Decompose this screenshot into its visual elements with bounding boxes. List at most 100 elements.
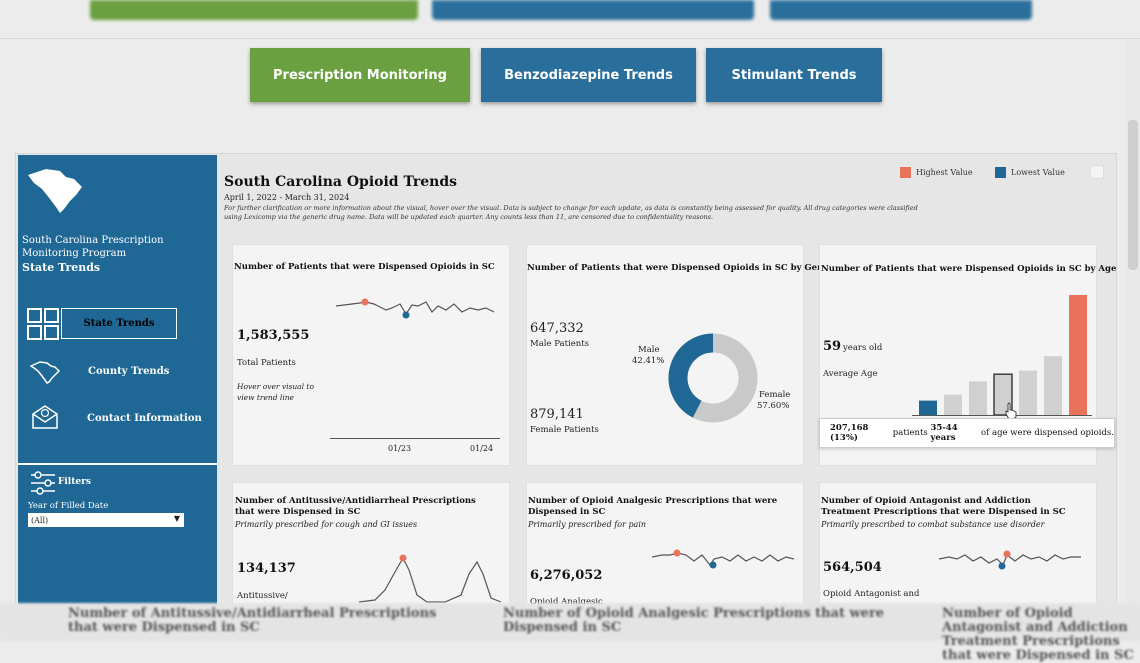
antagonist-value: 564,504	[823, 560, 882, 575]
analgesic-label: Opioid Analgesic	[530, 597, 603, 607]
trend-hint: Hover over visual to view trend line	[237, 382, 314, 402]
age-bar[interactable]	[969, 381, 987, 415]
date-range: April 1, 2022 - March 31, 2024	[224, 193, 350, 202]
year-filter-label: Year of Filled Date	[28, 501, 109, 511]
total-patients-label: Total Patients	[237, 358, 296, 368]
female-patients-value: 879,141	[530, 407, 584, 422]
program-name-line1: South Carolina Prescription	[22, 235, 164, 246]
antitussive-highest-marker	[399, 554, 407, 562]
average-age-value: 59	[823, 339, 842, 354]
legend-highest: Highest Value	[900, 167, 973, 178]
antitussive-sparkline[interactable]	[355, 550, 505, 605]
benzodiazepine-trends-button[interactable]: Benzodiazepine Trends	[481, 48, 696, 102]
card-analgesic-subtitle: Primarily prescribed for pain	[528, 520, 647, 529]
card-gender[interactable]	[526, 244, 804, 466]
blurred-top-button-1	[90, 0, 418, 20]
axis-line	[330, 438, 500, 439]
donut-female-label: Female	[759, 390, 791, 400]
blurred-top-button-2	[432, 0, 754, 20]
card-antagonist[interactable]	[819, 482, 1097, 609]
highest-swatch	[900, 167, 911, 178]
card-gender-title: Number of Patients that were Dispensed O…	[527, 263, 840, 273]
antagonist-sparkline[interactable]	[935, 545, 1085, 575]
tooltip-mid: patients	[890, 428, 931, 438]
highest-label: Highest Value	[916, 168, 973, 177]
age-bar[interactable]	[944, 394, 962, 415]
section-title: State Trends	[22, 261, 101, 274]
patients-sparkline[interactable]	[330, 290, 500, 330]
analgesic-highest-marker	[673, 549, 681, 557]
card-antagonist-subtitle: Primarily prescribed to combat substance…	[821, 520, 1045, 529]
antagonist-label: Opioid Antagonist and	[823, 589, 920, 599]
antitussive-label: Antitussive/	[237, 591, 288, 601]
year-filter-select[interactable]: (All) ▼	[28, 513, 184, 527]
age-bar[interactable]	[1069, 295, 1087, 415]
age-bar[interactable]	[1044, 356, 1062, 415]
analgesic-value: 6,276,052	[530, 568, 603, 583]
south-carolina-map-icon	[28, 169, 82, 213]
antagonist-lowest-marker	[998, 562, 1006, 570]
blurred-title-1: Number of Antitussive/Antidiarrheal Pres…	[68, 606, 437, 635]
analgesic-sparkline[interactable]	[648, 545, 798, 575]
sparkline-lowest-marker	[402, 311, 410, 319]
donut-female-pct: 57.60%	[757, 401, 790, 411]
blurred-title-3: Number of Opioid Antagonist and Addictio…	[942, 606, 1134, 663]
age-bar-chart[interactable]	[912, 290, 1092, 418]
top-separator	[0, 38, 1140, 39]
legend-lowest: Lowest Value	[995, 167, 1065, 178]
card-age-title: Number of Patients that were Dispensed O…	[821, 264, 1117, 274]
total-patients-value: 1,583,555	[237, 328, 310, 343]
age-bar[interactable]	[919, 400, 937, 415]
nav-contact-information[interactable]: Contact Information	[87, 413, 202, 424]
antitussive-value: 134,137	[237, 561, 296, 576]
sparkline-highest-marker	[361, 298, 369, 306]
envelope-icon[interactable]	[31, 404, 59, 430]
filters-icon	[31, 471, 55, 495]
blurred-top-button-3	[770, 0, 1032, 20]
card-analgesic[interactable]	[526, 482, 804, 609]
year-filter-value: (All)	[31, 515, 49, 525]
tooltip-tail: of age were dispensed opioids.	[978, 428, 1114, 438]
axis-tick-01-23: 01/23	[388, 444, 412, 453]
antagonist-highest-marker	[1003, 550, 1011, 558]
legend-checkbox[interactable]	[1090, 165, 1104, 179]
analgesic-lowest-marker	[709, 561, 717, 569]
dropdown-arrow-icon: ▼	[173, 514, 180, 523]
card-analgesic-title: Number of Opioid Analgesic Prescriptions…	[528, 496, 778, 517]
female-patients-label: Female Patients	[530, 425, 599, 435]
card-antitussive-title: Number of Antitussive/Antidiarrheal Pres…	[235, 496, 476, 517]
lowest-swatch	[995, 167, 1006, 178]
nav-county-trends[interactable]: County Trends	[88, 366, 170, 377]
tooltip-count: 207,168 (13%)	[830, 423, 869, 443]
male-patients-value: 647,332	[530, 321, 584, 336]
axis-tick-01-24: 01/24	[470, 444, 494, 453]
age-tooltip: 207,168 (13%) patients 35-44 years of ag…	[819, 418, 1115, 448]
average-age-unit: years old	[843, 343, 883, 353]
filters-panel: Filters Year of Filled Date	[18, 463, 217, 607]
prescription-monitoring-button[interactable]: Prescription Monitoring	[250, 48, 470, 102]
card-total-patients[interactable]	[232, 244, 510, 466]
average-age-label: Average Age	[823, 369, 878, 379]
tooltip-age: 35-44 years	[930, 423, 958, 443]
card-antagonist-title: Number of Opioid Antagonist and Addictio…	[821, 496, 1066, 517]
card-antitussive-subtitle: Primarily prescribed for cough and GI is…	[235, 520, 418, 529]
filters-label: Filters	[58, 477, 91, 487]
card-total-patients-title: Number of Patients that were Dispensed O…	[234, 262, 495, 272]
age-bar[interactable]	[1019, 370, 1037, 415]
donut-male-label: Male	[638, 345, 660, 355]
gender-donut-chart[interactable]	[665, 330, 761, 426]
stimulant-trends-button[interactable]: Stimulant Trends	[706, 48, 882, 102]
program-name-line2: Monitoring Program	[22, 248, 127, 259]
pointer-hand-icon	[1005, 402, 1017, 420]
page-title: South Carolina Opioid Trends	[224, 174, 457, 190]
disclaimer-note: For further clarification or more inform…	[224, 204, 918, 221]
male-patients-label: Male Patients	[530, 339, 590, 349]
grid-icon[interactable]	[27, 308, 59, 340]
donut-male-pct: 42.41%	[632, 356, 665, 366]
scrollbar-thumb[interactable]	[1128, 120, 1138, 270]
lowest-label: Lowest Value	[1011, 168, 1065, 177]
blurred-title-2: Number of Opioid Analgesic Prescriptions…	[503, 606, 885, 635]
nav-state-trends[interactable]: State Trends	[61, 308, 177, 339]
county-map-icon[interactable]	[30, 360, 60, 384]
bottom-blurred-strip: Number of Antitussive/Antidiarrheal Pres…	[0, 603, 1140, 663]
